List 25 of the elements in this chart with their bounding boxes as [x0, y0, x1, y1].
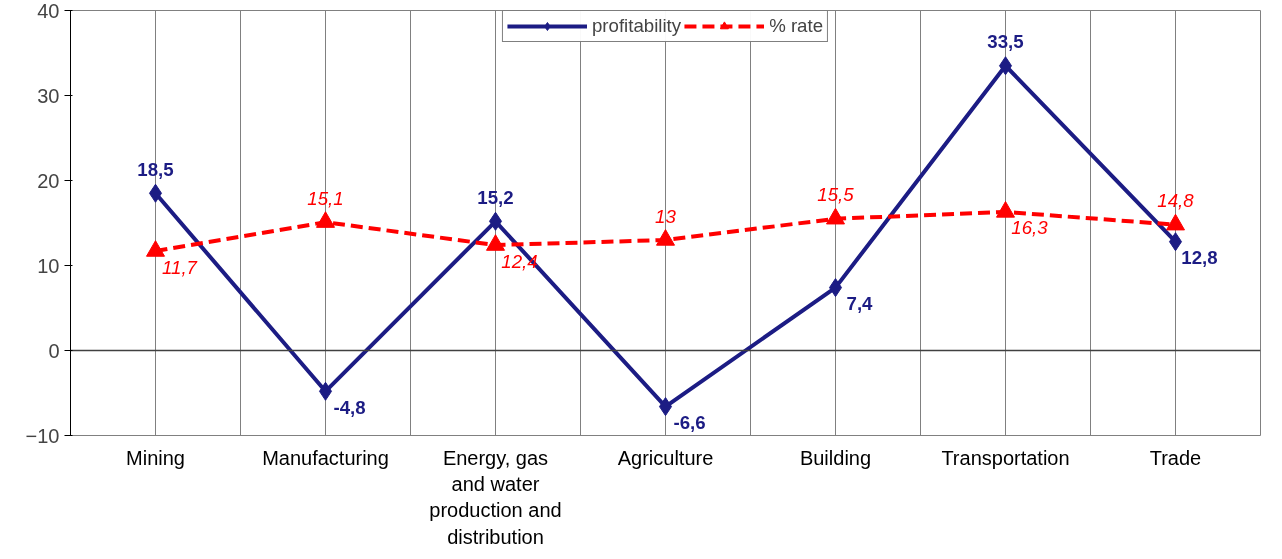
- x-tick-label: Manufacturing: [262, 446, 389, 469]
- data-label: -6,6: [673, 412, 706, 434]
- data-label: 15,5: [817, 184, 855, 206]
- data-label: 14,8: [1157, 190, 1195, 212]
- legend-label: profitability: [591, 15, 682, 37]
- y-tick-label: 0: [48, 339, 60, 362]
- data-label: 16,3: [1011, 217, 1049, 239]
- data-label: 7,4: [846, 293, 874, 315]
- data-label: 13: [655, 205, 677, 227]
- y-tick-label: 10: [37, 254, 60, 277]
- data-label: 12,8: [1181, 247, 1218, 269]
- x-tick-label: Trade: [1149, 446, 1202, 469]
- x-tick-label: Agriculture: [617, 446, 714, 469]
- y-tick-label: 40: [37, 0, 60, 22]
- data-label: -4,8: [333, 396, 366, 418]
- x-tick-label: Building: [799, 446, 872, 469]
- y-tick-label: 30: [37, 84, 60, 107]
- y-tick-label: −10: [25, 424, 60, 447]
- legend-label: % rate: [769, 15, 824, 37]
- x-tick-label: Mining: [126, 446, 185, 469]
- data-label: 15,1: [307, 187, 344, 209]
- x-tick-label: Energy, gas and water production and distribution: [429, 446, 562, 548]
- data-label: 11,7: [162, 256, 198, 278]
- x-tick-label: Transportation: [941, 446, 1070, 469]
- y-tick-label: 20: [37, 169, 60, 192]
